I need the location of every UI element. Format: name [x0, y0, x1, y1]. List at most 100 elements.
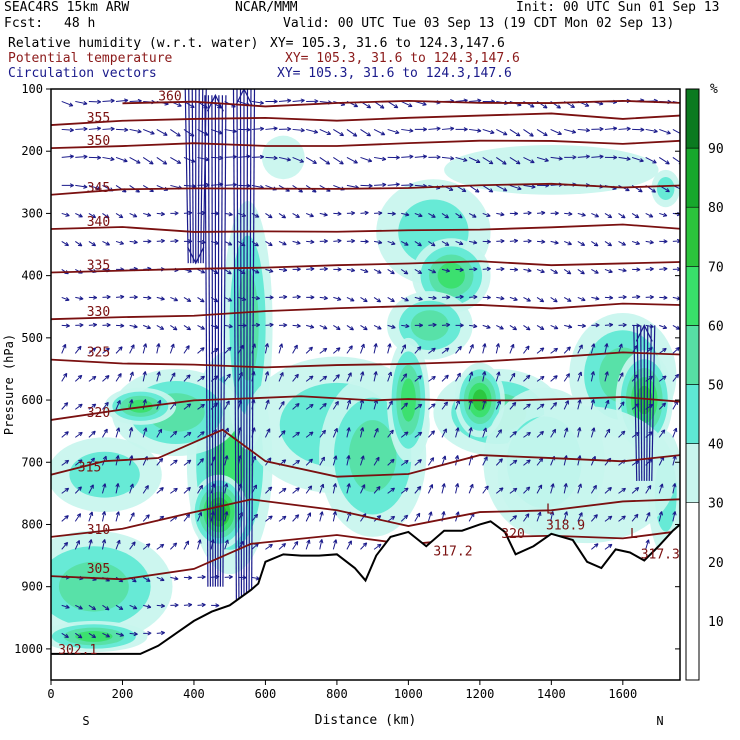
vector-265: [537, 239, 546, 244]
vector-790: [88, 632, 97, 639]
updraft-3: [633, 324, 656, 481]
vector-251: [346, 238, 356, 244]
x-tick-400: 400: [183, 687, 205, 701]
vector-140: [88, 184, 101, 191]
theta-line-315: [51, 428, 680, 478]
vector-608: [197, 458, 205, 466]
terrain-fill: [51, 521, 680, 680]
vector-133: [618, 156, 631, 161]
vector-452: [577, 344, 583, 354]
vector-593: [618, 430, 626, 438]
vector-448: [523, 345, 530, 354]
vector-418: [115, 346, 123, 354]
vector-228: [659, 212, 668, 217]
vector-97: [129, 156, 141, 164]
vector-307: [482, 266, 491, 272]
vector-541: [536, 403, 545, 410]
vector-441: [428, 347, 436, 354]
vector-715: [400, 514, 409, 522]
vector-394: [414, 323, 424, 328]
vector-348: [414, 296, 423, 301]
vector-385: [292, 323, 301, 329]
vector-426: [224, 346, 232, 354]
vector-431: [292, 344, 298, 354]
vector-227: [645, 212, 654, 218]
vector-486: [414, 375, 422, 382]
vector-360: [577, 296, 586, 302]
theta-label-335: 335: [87, 259, 110, 274]
vector-264: [523, 238, 532, 244]
theta-line-345: [51, 182, 680, 196]
vector-423: [183, 345, 190, 354]
vector-270: [604, 240, 613, 247]
vector-405: [564, 324, 573, 329]
vector-170: [496, 184, 508, 192]
vector-244: [251, 241, 259, 247]
vector-406: [577, 323, 587, 328]
vector-440: [414, 346, 422, 354]
vector-48: [88, 126, 102, 131]
vector-238: [170, 238, 179, 244]
vector-254: [387, 240, 396, 246]
vector-542: [550, 402, 558, 410]
vector-201: [292, 212, 300, 218]
vector-309: [509, 267, 519, 272]
vector-200: [278, 213, 287, 219]
vector-116: [387, 155, 400, 160]
vector-361: [591, 296, 600, 301]
vector-782: [143, 604, 152, 609]
vector-682: [577, 483, 582, 494]
x-tick-1000: 1000: [394, 687, 423, 701]
vector-327: [129, 295, 138, 300]
vector-610: [224, 455, 229, 466]
vector-128: [550, 156, 563, 161]
vector-129: [564, 155, 577, 160]
vector-299: [373, 268, 382, 274]
vector-253: [373, 240, 383, 245]
vector-3: [102, 98, 115, 104]
vector-310: [523, 268, 532, 273]
vector-649: [129, 483, 134, 494]
vector-249: [319, 239, 328, 244]
vector-388: [333, 324, 341, 331]
vector-15: [265, 99, 278, 104]
vector-475: [264, 371, 270, 382]
theta-label-305: 305: [87, 562, 110, 577]
vector-787: [211, 603, 220, 608]
vector-654: [197, 484, 204, 494]
vector-773: [224, 574, 233, 580]
vector-314: [577, 268, 585, 275]
vector-291: [265, 268, 274, 273]
vector-767: [142, 576, 151, 582]
vector-224: [604, 212, 613, 219]
vector-61: [265, 126, 278, 131]
y-tick-500: 500: [21, 331, 43, 345]
vector-359: [563, 296, 572, 302]
vector-621: [373, 456, 380, 466]
vector-422: [169, 343, 175, 354]
vector-665: [346, 483, 351, 494]
theta-line-340: [51, 223, 680, 233]
vector-138: [61, 183, 74, 188]
vector-684: [604, 486, 612, 494]
vector-749: [265, 543, 273, 550]
vector-700: [197, 511, 203, 522]
vector-596: [658, 429, 666, 438]
vector-531: [400, 402, 408, 410]
vector-400: [496, 324, 504, 330]
vector-775: [251, 576, 260, 581]
vector-113: [346, 156, 358, 164]
vector-619: [346, 455, 351, 466]
vector-716: [414, 512, 421, 522]
vector-625: [427, 457, 435, 466]
vector-706: [278, 515, 287, 522]
vector-476: [278, 371, 284, 382]
vector-213: [455, 213, 463, 219]
vector-584: [495, 429, 503, 438]
vector-463: [102, 375, 110, 382]
vector-726: [577, 512, 583, 522]
vector-67: [346, 129, 358, 137]
vector-268: [577, 240, 586, 246]
vector-778: [88, 604, 97, 611]
vector-317: [618, 268, 627, 273]
